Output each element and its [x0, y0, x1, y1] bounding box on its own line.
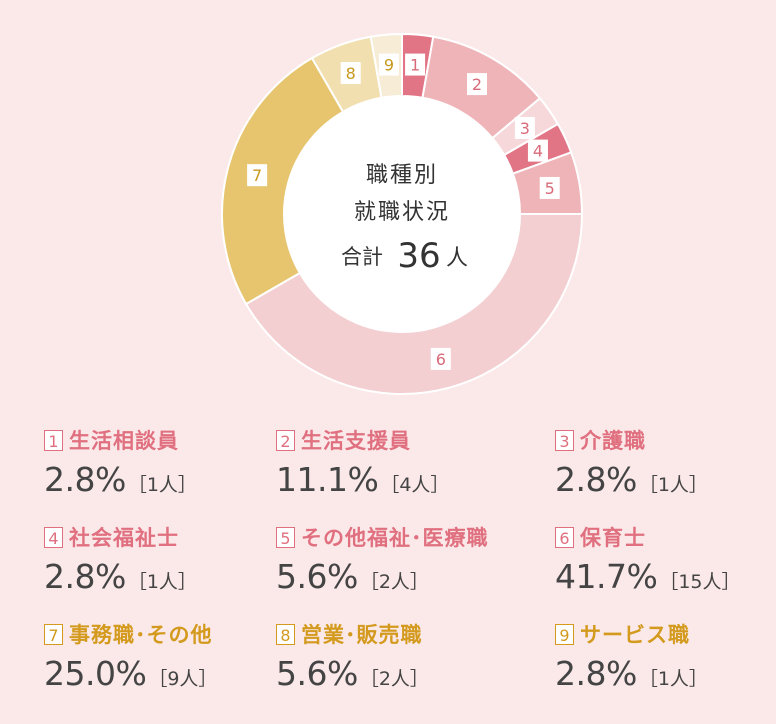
legend-number: 7	[44, 623, 63, 645]
legend-head: 1 生活相談員	[44, 426, 284, 454]
legend-number: 2	[276, 429, 295, 451]
legend-percent: 25.0%	[44, 654, 147, 693]
slice-tag-number: 1	[410, 56, 420, 75]
legend-count: ［2人］	[359, 668, 429, 690]
legend-values: 2.8% ［1人］	[44, 460, 284, 499]
legend-label: その他福祉･医療職	[301, 526, 489, 550]
slice-tag-4: 4	[527, 139, 548, 162]
legend-count: ［1人］	[638, 474, 708, 496]
center-total-unit: 人	[446, 246, 468, 271]
slice-tag-number: 5	[545, 179, 555, 198]
legend-head: 7 事務職･その他	[44, 620, 284, 648]
slice-tag-box	[405, 53, 426, 76]
legend-count: ［4人］	[380, 474, 450, 496]
slice-tag-box	[430, 347, 451, 370]
legend-percent: 41.7%	[555, 557, 658, 596]
slice-tag-box	[514, 116, 535, 139]
legend-number: 6	[555, 526, 574, 548]
legend-percent: 5.6%	[276, 557, 358, 596]
center-total-label: 合計	[341, 245, 383, 269]
legend-head: 4 社会福祉士	[44, 523, 284, 551]
legend-values: 11.1% ［4人］	[276, 460, 516, 499]
legend-label: 事務職･その他	[69, 623, 213, 647]
legend-label: 保育士	[580, 526, 646, 550]
slice-tag-2: 2	[467, 73, 487, 96]
legend-percent: 5.6%	[276, 654, 358, 693]
legend-label: 介護職	[580, 429, 646, 453]
slice-tag-number: 3	[520, 119, 530, 138]
center-total-value: 36	[397, 236, 440, 276]
legend-count: ［15人］	[659, 571, 741, 593]
donut-chart: 1 2 345 6 7 8 9 職種別 就職状況 合計 36 人	[221, 32, 584, 395]
legend-values: 41.7% ［15人］	[555, 557, 776, 596]
legend-values: 2.8% ［1人］	[555, 460, 776, 499]
legend-count: ［2人］	[359, 571, 429, 593]
legend-item-8: 8 営業･販売職 5.6% ［2人］	[276, 620, 516, 710]
legend-percent: 2.8%	[555, 460, 637, 499]
legend-percent: 11.1%	[276, 460, 379, 499]
slice-tag-9: 9	[378, 53, 399, 76]
legend-item-5: 5 その他福祉･医療職 5.6% ［2人］	[276, 523, 516, 613]
slice-tag-number: 4	[533, 142, 543, 161]
legend-head: 9 サービス職	[555, 620, 776, 648]
slice-tag-1: 1	[405, 53, 426, 76]
legend-values: 5.6% ［2人］	[276, 557, 516, 596]
slice-tag-number: 8	[346, 64, 356, 83]
legend: 1 生活相談員 2.8% ［1人］ 2 生活支援員 11.1% ［4人］ 3 介護職…	[44, 426, 764, 722]
legend-item-9: 9 サービス職 2.8% ［1人］	[555, 620, 776, 710]
legend-number: 1	[44, 429, 63, 451]
legend-label: 社会福祉士	[69, 526, 179, 550]
legend-count: ［1人］	[638, 668, 708, 690]
slice-tag-box	[527, 139, 548, 162]
legend-head: 8 営業･販売職	[276, 620, 516, 648]
legend-head: 3 介護職	[555, 426, 776, 454]
legend-number: 5	[276, 526, 295, 548]
legend-item-3: 3 介護職 2.8% ［1人］	[555, 426, 776, 516]
legend-item-6: 6 保育士 41.7% ［15人］	[555, 523, 776, 613]
slice-tag-number: 6	[436, 350, 446, 369]
slice-tag-box	[378, 53, 399, 76]
slice-tag-7: 7	[247, 164, 268, 187]
legend-number: 3	[555, 429, 574, 451]
legend-item-4: 4 社会福祉士 2.8% ［1人］	[44, 523, 284, 613]
legend-values: 2.8% ［1人］	[555, 654, 776, 693]
legend-values: 25.0% ［9人］	[44, 654, 284, 693]
slice-tag-number: 2	[472, 75, 482, 94]
slice-tag-5: 5	[539, 176, 560, 199]
legend-item-7: 7 事務職･その他 25.0% ［9人］	[44, 620, 284, 710]
legend-percent: 2.8%	[555, 654, 637, 693]
legend-head: 6 保育士	[555, 523, 776, 551]
legend-percent: 2.8%	[44, 557, 126, 596]
legend-number: 8	[276, 623, 295, 645]
legend-label: 営業･販売職	[301, 623, 423, 647]
legend-count: ［1人］	[127, 571, 197, 593]
slice-tag-number: 7	[252, 166, 262, 185]
center-title-line2: 就職状況	[354, 200, 450, 225]
legend-item-2: 2 生活支援員 11.1% ［4人］	[276, 426, 516, 516]
slice-tag-3: 3	[514, 116, 535, 139]
legend-label: 生活相談員	[69, 429, 179, 453]
donut-hole	[284, 96, 520, 332]
legend-label: 生活支援員	[301, 429, 411, 453]
legend-head: 2 生活支援員	[276, 426, 516, 454]
legend-percent: 2.8%	[44, 460, 126, 499]
slice-tag-box	[340, 62, 361, 85]
slice-tag-box	[539, 176, 560, 199]
slice-tag-box	[247, 164, 268, 187]
slice-tag-box	[467, 73, 487, 96]
slice-tag-6: 6	[430, 347, 451, 370]
legend-label: サービス職	[580, 623, 690, 647]
center-title-line1: 職種別	[366, 163, 438, 188]
legend-number: 4	[44, 526, 63, 548]
legend-values: 2.8% ［1人］	[44, 557, 284, 596]
slice-tags: 1 2 345 6 7 8 9	[247, 53, 560, 370]
legend-head: 5 その他福祉･医療職	[276, 523, 516, 551]
legend-values: 5.6% ［2人］	[276, 654, 516, 693]
slice-tag-8: 8	[340, 62, 361, 85]
legend-item-1: 1 生活相談員 2.8% ［1人］	[44, 426, 284, 516]
legend-count: ［1人］	[127, 474, 197, 496]
slice-tag-number: 9	[384, 56, 394, 75]
legend-number: 9	[555, 623, 574, 645]
legend-count: ［9人］	[148, 668, 218, 690]
